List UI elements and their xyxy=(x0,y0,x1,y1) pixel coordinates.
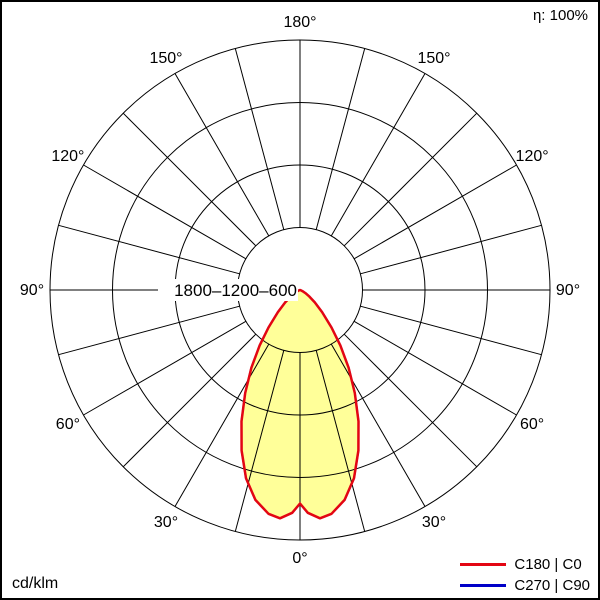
unit-label: cd/klm xyxy=(12,575,59,592)
angle-label: 120° xyxy=(516,148,549,165)
angle-label: 180° xyxy=(283,14,316,31)
angle-label: 30° xyxy=(154,514,178,531)
angle-label: 150° xyxy=(417,50,450,67)
legend-label-c0: C180 | C0 xyxy=(514,556,582,573)
legend-item-c0: C180 | C0 xyxy=(460,556,590,573)
angle-label: 120° xyxy=(51,148,84,165)
efficiency-label: η: 100% xyxy=(532,7,588,24)
legend: C180 | C0 C270 | C90 xyxy=(460,556,590,594)
angle-label: 30° xyxy=(422,514,446,531)
radial-axis-labels: 1800–1200–600 xyxy=(174,281,297,300)
angle-label: 90° xyxy=(556,282,580,299)
angle-label: 0° xyxy=(292,550,307,567)
angle-label: 150° xyxy=(149,50,182,67)
curve-c0 xyxy=(240,288,360,520)
legend-swatch-c0 xyxy=(460,563,507,566)
legend-item-c90: C270 | C90 xyxy=(460,577,590,594)
angle-label: 60° xyxy=(56,416,80,433)
legend-label-c90: C270 | C90 xyxy=(514,577,590,594)
angle-label: 90° xyxy=(20,282,44,299)
legend-swatch-c90 xyxy=(460,584,507,587)
radial-label-bg xyxy=(158,279,298,301)
polar-grid xyxy=(49,39,551,541)
angle-label: 60° xyxy=(520,416,544,433)
